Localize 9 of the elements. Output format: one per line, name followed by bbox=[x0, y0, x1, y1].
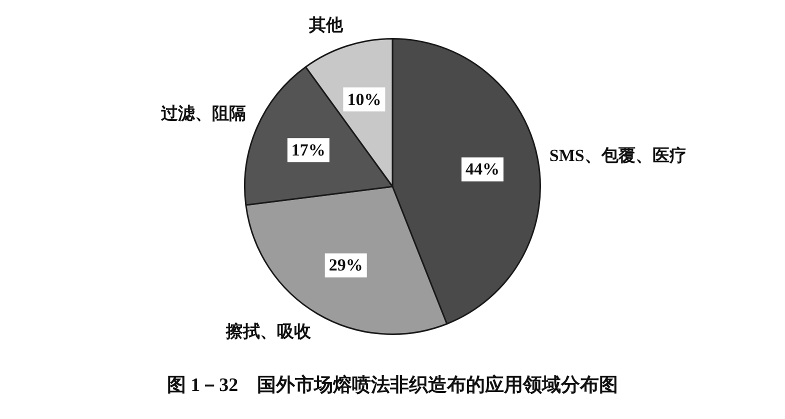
data-label: 44% bbox=[465, 160, 500, 179]
slice-label: 擦拭、吸收 bbox=[225, 322, 312, 341]
data-label: 17% bbox=[291, 140, 326, 160]
slice-label: 其他 bbox=[308, 15, 344, 34]
text: 图 1－32 国外市场熔喷法非织造布的应用领域分布图 bbox=[166, 374, 620, 398]
data-label: 10% bbox=[347, 90, 382, 109]
slice-label: 过滤、阻隔 bbox=[160, 104, 246, 123]
slice-label: SMS、包覆、医疗 bbox=[549, 146, 686, 165]
data-label: 29% bbox=[328, 256, 363, 275]
